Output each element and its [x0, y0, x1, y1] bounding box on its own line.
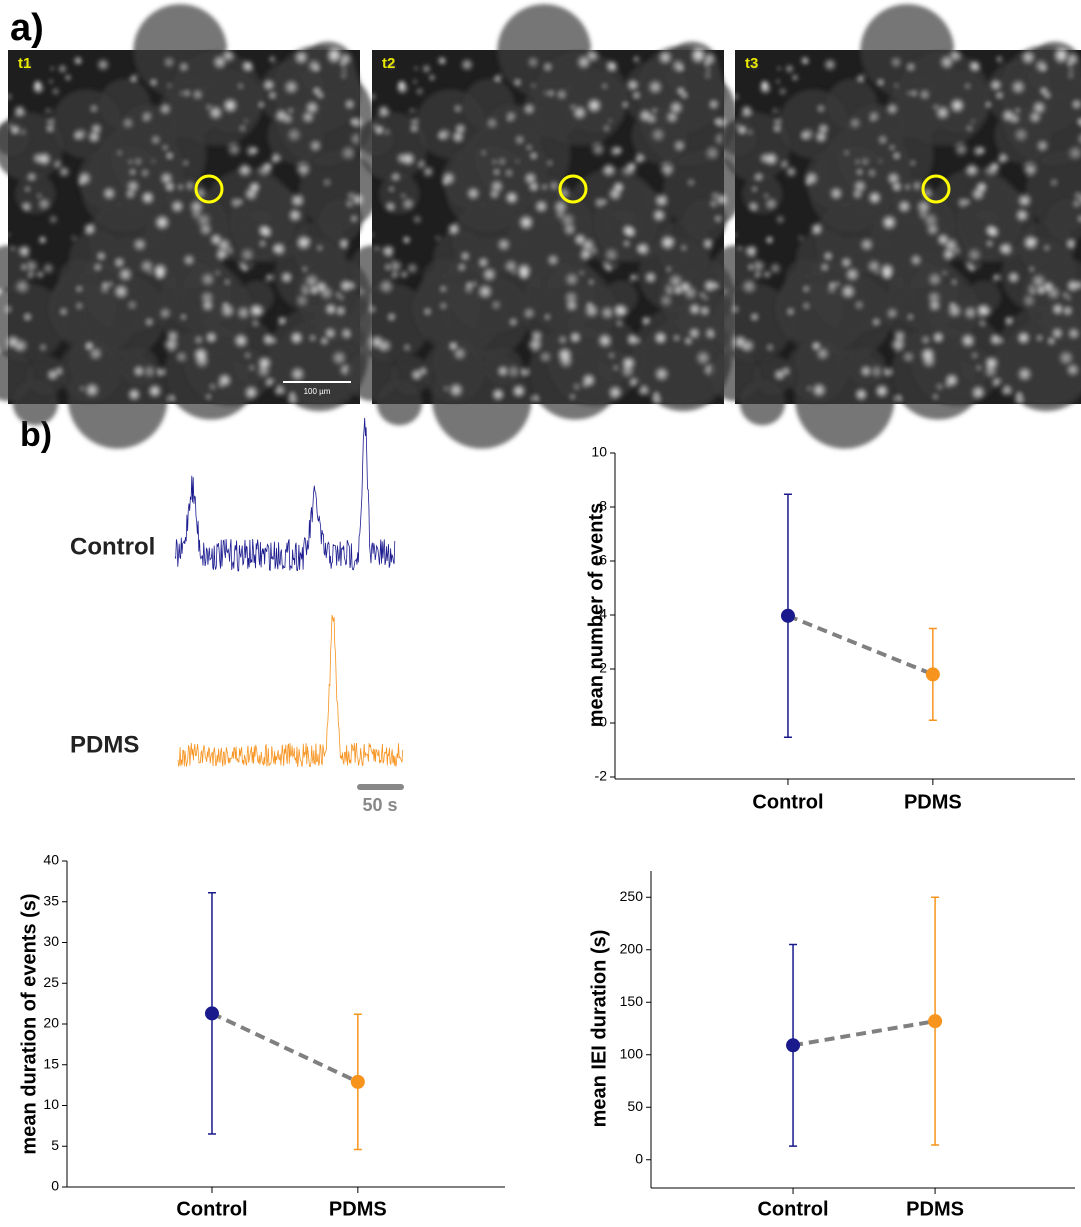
y-tick-label: 4: [599, 606, 607, 622]
x-tick-label: PDMS: [904, 791, 962, 813]
x-tick-label: Control: [752, 791, 823, 813]
x-tick-label: PDMS: [906, 1198, 964, 1220]
y-tick-label: 30: [43, 933, 59, 949]
image-label: t2: [382, 55, 395, 72]
y-tick-label: 2: [599, 660, 607, 676]
mean-point: [928, 1014, 943, 1029]
y-tick-label: 8: [599, 498, 607, 514]
y-tick-label: -2: [595, 768, 608, 784]
micrograph: t2: [347, 4, 743, 449]
y-tick-label: 20: [43, 1015, 59, 1031]
x-tick-label: Control: [176, 1198, 247, 1220]
y-tick-label: 35: [43, 892, 59, 908]
mean-point: [780, 608, 795, 623]
connector-line: [792, 1019, 936, 1048]
y-axis-title: mean number of events: [585, 503, 607, 728]
x-tick-label: Control: [757, 1198, 828, 1220]
y-axis-title: mean duration of events (s): [18, 893, 40, 1154]
y-tick-label: 250: [620, 888, 644, 904]
trace: [174, 417, 396, 572]
y-tick-label: 200: [620, 940, 644, 956]
roi-circle: [921, 174, 951, 204]
trace-label: PDMS: [70, 731, 139, 758]
panel-label: a): [10, 7, 44, 49]
mean-point: [350, 1074, 365, 1089]
mean-point: [204, 1006, 219, 1021]
y-tick-label: 40: [43, 852, 59, 868]
time-scale-label: 50 s: [362, 795, 397, 815]
x-tick-label: PDMS: [329, 1198, 387, 1220]
y-tick-label: 100: [620, 1045, 644, 1061]
y-tick-label: 25: [43, 974, 59, 990]
mean-point: [925, 667, 940, 682]
y-tick-label: 10: [591, 444, 607, 460]
mean-point: [786, 1038, 801, 1053]
y-tick-label: 15: [43, 1055, 59, 1071]
y-tick-label: 0: [599, 714, 607, 730]
roi-circle: [558, 174, 588, 204]
y-tick-label: 0: [635, 1150, 643, 1166]
connector-line: [787, 613, 934, 677]
y-tick-label: 150: [620, 993, 644, 1009]
y-tick-label: 0: [51, 1178, 59, 1194]
y-tick-label: 50: [627, 1098, 643, 1114]
scale-bar-label: 100 µm: [304, 387, 331, 396]
micrograph: t3: [710, 4, 1081, 449]
roi-circle: [194, 174, 224, 204]
micrograph: t1: [0, 4, 379, 449]
y-tick-label: 5: [51, 1137, 59, 1153]
trace-label: Control: [70, 533, 155, 560]
y-tick-label: 10: [43, 1096, 59, 1112]
trace: [177, 614, 404, 768]
image-label: t1: [18, 55, 31, 72]
y-tick-label: 6: [599, 552, 607, 568]
y-axis-title: mean IEI duration (s): [588, 930, 610, 1128]
image-label: t3: [745, 55, 758, 72]
connector-line: [211, 1011, 359, 1084]
